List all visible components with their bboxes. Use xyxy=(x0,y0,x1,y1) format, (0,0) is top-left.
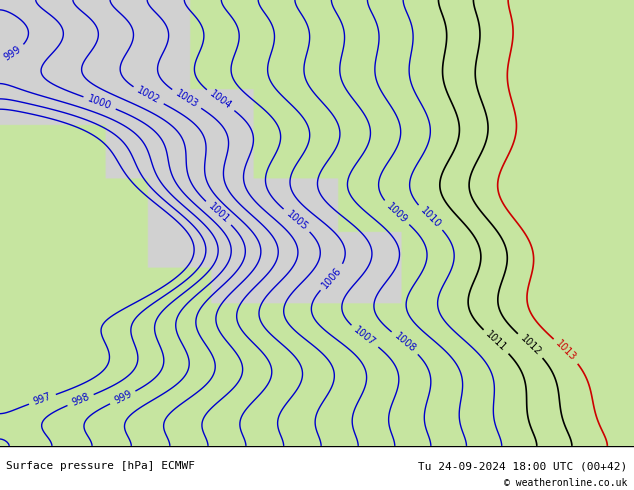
Text: 1008: 1008 xyxy=(392,331,418,355)
Text: Tu 24-09-2024 18:00 UTC (00+42): Tu 24-09-2024 18:00 UTC (00+42) xyxy=(418,462,628,471)
Text: 1001: 1001 xyxy=(206,201,231,225)
Text: 1000: 1000 xyxy=(86,94,113,112)
Text: © weatheronline.co.uk: © weatheronline.co.uk xyxy=(504,478,628,488)
Text: Surface pressure [hPa] ECMWF: Surface pressure [hPa] ECMWF xyxy=(6,462,195,471)
Text: 997: 997 xyxy=(32,392,53,407)
Text: 1007: 1007 xyxy=(352,325,377,348)
Text: 999: 999 xyxy=(3,45,23,63)
Text: 1005: 1005 xyxy=(284,208,309,232)
Text: 999: 999 xyxy=(112,389,133,406)
Text: 1003: 1003 xyxy=(174,88,200,110)
Text: 1004: 1004 xyxy=(208,89,233,112)
Text: 1013: 1013 xyxy=(554,339,578,363)
Text: 1012: 1012 xyxy=(518,334,543,358)
Text: 998: 998 xyxy=(70,392,91,408)
Text: 1010: 1010 xyxy=(418,205,443,230)
Text: 1011: 1011 xyxy=(484,330,508,354)
Text: 1002: 1002 xyxy=(135,85,162,106)
Text: 1006: 1006 xyxy=(320,265,344,290)
Text: 1009: 1009 xyxy=(384,201,409,225)
